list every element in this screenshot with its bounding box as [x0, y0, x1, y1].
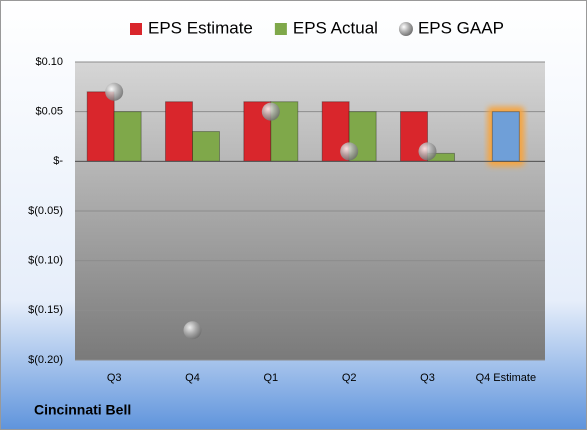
gaap-marker	[418, 142, 437, 161]
legend-marker	[274, 23, 287, 35]
legend-label: EPS Actual	[293, 18, 378, 37]
y-tick-label: $0.10	[35, 56, 63, 68]
bar	[491, 111, 520, 162]
company-name: Cincinnati Bell	[34, 402, 131, 418]
legend-label: EPS GAAP	[418, 18, 504, 37]
y-tick-label: $(0.10)	[28, 255, 63, 267]
y-tick-label: $0.05	[35, 106, 63, 118]
legend-label: EPS Estimate	[148, 18, 253, 37]
gaap-marker	[261, 102, 280, 121]
y-tick-label: $(0.20)	[28, 354, 63, 366]
legend-marker	[130, 23, 142, 35]
y-tick-label: $(0.05)	[28, 205, 63, 217]
gaap-marker	[340, 142, 359, 161]
legend-marker	[398, 22, 413, 36]
bar	[86, 91, 115, 162]
gaap-marker	[105, 82, 124, 101]
gaap-marker	[183, 321, 202, 340]
bar	[321, 101, 350, 162]
x-tick-label: Q2	[342, 372, 357, 384]
x-tick-label: Q1	[263, 372, 278, 384]
x-tick-label: Q4	[185, 372, 200, 384]
x-tick-label: Q3	[107, 372, 122, 384]
bar	[113, 111, 142, 162]
y-tick-label: $(0.15)	[28, 304, 63, 316]
bar	[192, 131, 220, 162]
x-tick-label: Q3	[420, 372, 435, 384]
x-tick-label: Q4 Estimate	[476, 372, 537, 384]
bar	[165, 101, 193, 162]
y-tick-label: $-	[53, 155, 63, 167]
